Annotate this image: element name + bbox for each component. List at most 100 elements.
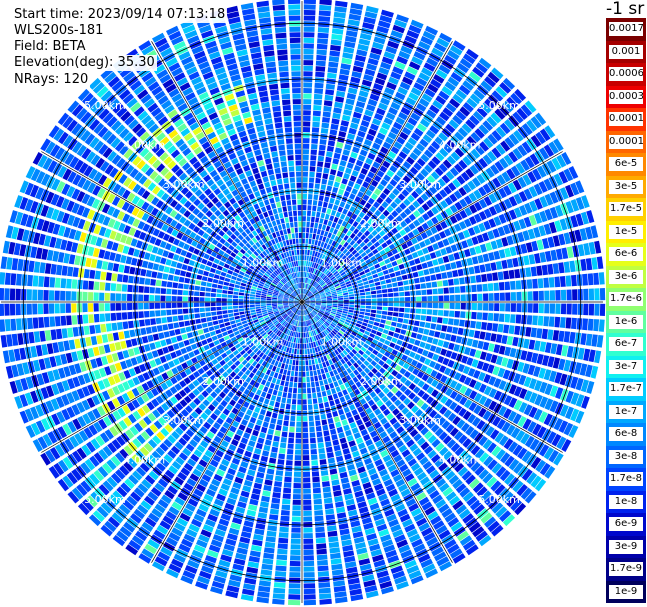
ppi-cell	[429, 104, 440, 114]
ppi-cell	[420, 364, 428, 372]
ppi-cell	[593, 319, 600, 332]
ppi-cell	[435, 524, 448, 535]
ppi-cell	[352, 111, 362, 119]
ppi-cell	[101, 334, 109, 343]
ppi-cell	[444, 367, 452, 376]
ppi-cell	[67, 327, 74, 338]
ppi-cell	[478, 435, 488, 447]
ppi-cell	[456, 419, 466, 429]
ppi-cell	[286, 398, 292, 404]
ppi-cell	[319, 311, 324, 315]
ppi-cell	[504, 473, 515, 485]
ppi-cell	[348, 291, 354, 295]
ppi-cell	[410, 112, 421, 122]
ppi-cell	[424, 88, 436, 98]
ppi-cell	[503, 324, 510, 334]
ppi-cell	[347, 312, 354, 316]
ppi-cell	[378, 102, 388, 111]
ppi-cell	[441, 508, 453, 518]
ppi-cell	[227, 290, 234, 295]
ppi-cell	[111, 322, 118, 331]
ppi-cell	[316, 166, 323, 173]
ppi-cell	[391, 378, 399, 385]
ppi-cell	[99, 313, 106, 322]
ppi-cell	[311, 460, 319, 466]
ppi-cell	[420, 118, 430, 128]
ppi-cell	[449, 548, 463, 559]
ppi-cell	[329, 314, 335, 318]
ppi-cell	[311, 262, 315, 268]
ppi-cell	[374, 363, 382, 371]
ppi-cell	[474, 265, 481, 274]
ppi-cell	[312, 116, 321, 122]
ppi-cell	[255, 308, 262, 312]
ppi-cell	[321, 178, 328, 185]
ppi-cell	[342, 448, 350, 455]
ppi-cell	[303, 110, 311, 116]
ppi-cell	[402, 420, 411, 429]
ppi-cell	[383, 422, 391, 430]
ppi-cell	[447, 543, 460, 555]
ppi-cell	[360, 302, 366, 305]
ppi-cell	[311, 268, 315, 274]
ppi-cell	[326, 295, 332, 298]
ppi-cell	[435, 116, 447, 126]
ppi-cell	[366, 302, 372, 306]
ppi-cell	[330, 323, 336, 328]
ppi-cell	[88, 303, 94, 312]
ppi-cell	[335, 374, 341, 381]
ppi-cell	[60, 278, 67, 289]
ppi-cell	[340, 365, 346, 372]
ppi-cell	[408, 61, 421, 71]
ppi-cell	[379, 127, 388, 136]
ppi-cell	[383, 478, 393, 487]
ppi-cell	[154, 295, 160, 302]
ppi-cell	[399, 385, 408, 393]
ppi-cell	[405, 297, 411, 302]
ppi-cell	[326, 307, 332, 310]
ppi-cell	[276, 419, 283, 426]
ppi-cell	[277, 459, 285, 465]
ppi-cell	[392, 24, 405, 34]
ppi-cell	[426, 420, 436, 429]
ppi-cell	[432, 259, 439, 266]
ppi-cell	[321, 122, 330, 129]
ppi-cell	[420, 402, 429, 411]
ppi-cell	[334, 283, 340, 288]
ppi-cell	[484, 76, 497, 88]
ppi-cell	[417, 225, 425, 233]
ppi-cell	[524, 390, 533, 402]
ppi-cell	[477, 293, 483, 301]
ppi-cell	[318, 311, 324, 316]
ppi-cell	[303, 304, 306, 310]
ppi-cell	[581, 195, 590, 209]
ppi-cell	[309, 370, 314, 377]
ppi-cell	[347, 133, 356, 140]
ppi-cell	[467, 180, 477, 191]
ppi-cell	[240, 317, 247, 322]
ppi-cell	[305, 289, 308, 295]
ppi-cell	[167, 323, 174, 330]
ppi-cell	[506, 358, 514, 369]
ppi-cell	[466, 357, 474, 366]
ppi-cell	[467, 227, 476, 236]
ppi-cell	[310, 216, 315, 223]
ppi-cell	[591, 334, 598, 347]
ppi-cell	[331, 163, 338, 170]
ppi-cell	[404, 523, 416, 533]
ppi-cell	[437, 288, 444, 294]
ppi-cell	[315, 295, 320, 298]
ppi-cell	[403, 285, 410, 291]
ppi-cell	[457, 231, 465, 241]
ppi-cell	[339, 160, 347, 167]
ppi-cell	[416, 492, 427, 502]
ppi-cell	[297, 405, 302, 411]
ppi-cell	[539, 252, 547, 263]
ppi-cell	[315, 315, 320, 321]
ppi-cell	[114, 341, 122, 351]
ppi-cell	[518, 218, 527, 230]
ppi-cell	[315, 284, 321, 289]
ppi-cell	[288, 387, 293, 393]
ppi-cell	[382, 188, 391, 196]
ppi-cell	[333, 328, 339, 334]
